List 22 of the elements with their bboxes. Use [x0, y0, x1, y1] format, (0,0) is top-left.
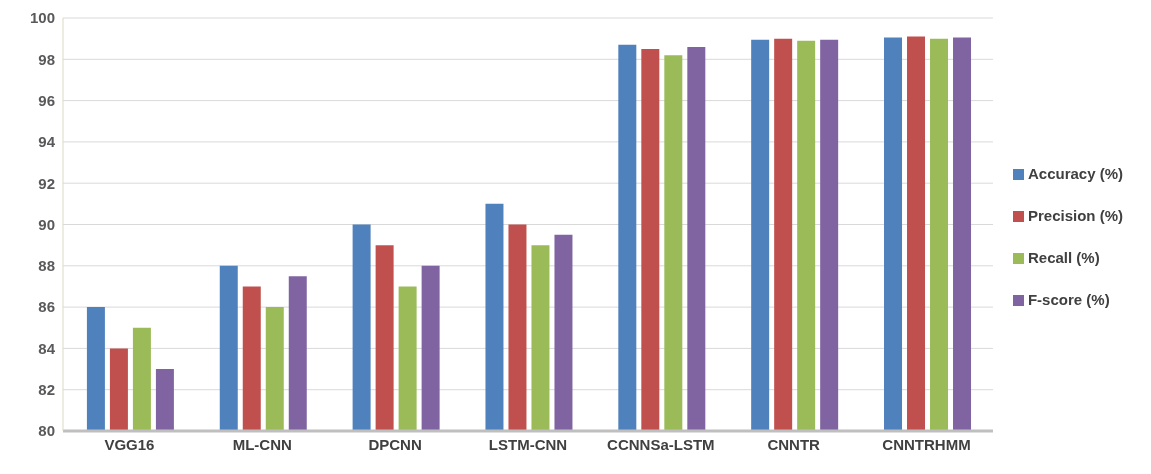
x-tick-label: CNNTRHMM [882, 435, 971, 453]
legend-label: Recall (%) [1027, 249, 1100, 266]
x-tick-label: CNNTR [767, 435, 821, 453]
y-tick-label: 82 [38, 381, 55, 399]
y-tick-label: 100 [29, 9, 55, 27]
x-tick-label: LSTM-CNN [488, 435, 568, 453]
y-tick-label: 96 [38, 91, 55, 109]
x-tick-label: DPCNN [368, 435, 422, 453]
x-tick-label: CCNNSa-LSTM [607, 435, 715, 453]
y-tick-label: 80 [38, 422, 55, 440]
y-tick-label: 86 [38, 298, 55, 316]
legend-label: Precision (%) [1027, 207, 1123, 224]
x-tick-label: ML-CNN [232, 435, 292, 453]
legend-label: Accuracy (%) [1027, 165, 1123, 182]
y-tick-label: 88 [38, 257, 55, 275]
x-tick-label: VGG16 [104, 435, 155, 453]
y-tick-label: 90 [38, 215, 55, 233]
y-tick-label: 92 [38, 174, 55, 192]
y-tick-label: 84 [38, 339, 56, 357]
y-tick-label: 94 [38, 133, 56, 151]
y-tick-label: 98 [38, 50, 55, 68]
legend-label: F-score (%) [1027, 291, 1110, 308]
